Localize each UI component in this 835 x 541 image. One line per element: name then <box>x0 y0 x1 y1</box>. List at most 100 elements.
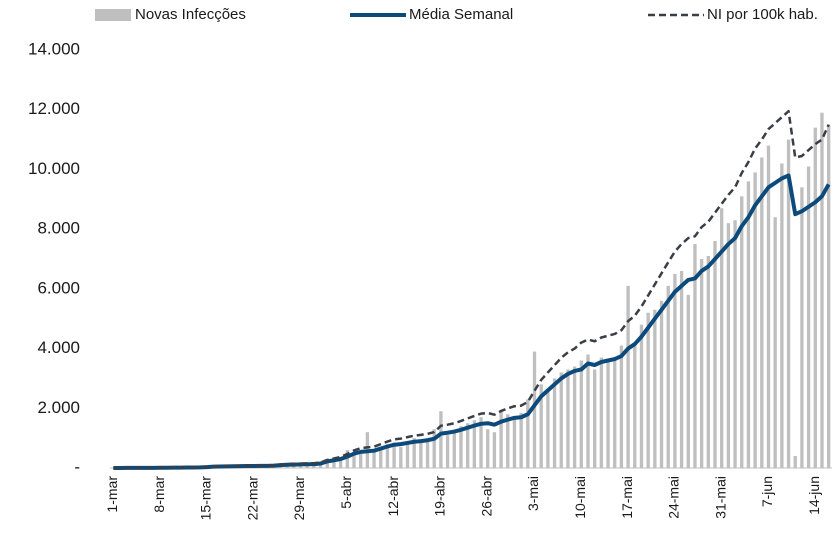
bar <box>786 139 791 469</box>
bar <box>345 450 349 468</box>
y-tick-label: 14.000 <box>28 39 80 58</box>
bar <box>419 439 423 468</box>
bar <box>539 384 543 468</box>
bar <box>713 241 717 468</box>
bar <box>412 438 416 468</box>
x-tick-label: 29-mar <box>291 476 307 521</box>
bar <box>593 369 597 468</box>
x-tick-label: 26-abr <box>478 476 494 517</box>
line <box>113 173 831 470</box>
x-tick-label: 15-mar <box>198 476 214 521</box>
bar <box>499 411 503 468</box>
bar <box>526 399 530 468</box>
bar <box>552 378 557 468</box>
bar <box>572 366 577 468</box>
bar <box>332 459 336 468</box>
x-tick-label: 7-jun <box>759 476 775 507</box>
bar <box>405 441 410 468</box>
bar <box>492 432 497 468</box>
bar <box>532 351 537 468</box>
x-tick-label: 10-mai <box>572 476 588 519</box>
y-tick-label: 8.000 <box>37 219 80 238</box>
x-tick-label: 3-mai <box>525 476 541 511</box>
x-tick-label: 31-mai <box>712 476 728 519</box>
bar <box>659 300 664 468</box>
bar <box>733 220 737 468</box>
bar <box>546 390 550 468</box>
bar <box>639 324 644 468</box>
bar <box>686 294 690 468</box>
bar <box>452 430 456 468</box>
bar <box>720 208 724 468</box>
x-tick-label: 8-mar <box>151 476 167 513</box>
y-tick-label: 4.000 <box>37 338 80 357</box>
bar <box>359 453 363 468</box>
bar <box>679 270 684 468</box>
bar <box>472 420 477 468</box>
bar <box>606 360 610 468</box>
bar <box>699 259 704 468</box>
bar <box>338 458 343 468</box>
bar <box>726 223 731 468</box>
bar <box>773 217 777 468</box>
bar <box>566 369 570 468</box>
bar <box>740 196 744 469</box>
bar <box>385 444 390 468</box>
bar <box>399 447 403 468</box>
bar <box>619 345 624 468</box>
x-tick-label: 19-abr <box>432 476 448 517</box>
bar <box>626 285 630 468</box>
bar <box>512 417 517 468</box>
bar <box>693 244 697 468</box>
bar <box>425 438 430 468</box>
bar <box>766 145 771 469</box>
x-tick-label: 1-mar <box>104 476 120 513</box>
bar <box>826 124 831 469</box>
x-tick-label: 17-mai <box>619 476 635 519</box>
y-tick-label: - <box>74 457 80 476</box>
bar <box>352 451 356 468</box>
bar <box>780 163 784 468</box>
dashed-line <box>113 109 830 470</box>
bar <box>613 357 617 468</box>
bar <box>559 372 563 468</box>
x-tick-label: 24-mai <box>666 476 682 519</box>
bar <box>646 312 650 468</box>
bar <box>432 429 436 468</box>
legend-label: Novas Infecções <box>135 6 246 23</box>
y-tick-label: 10.000 <box>28 159 80 178</box>
bar <box>820 112 824 468</box>
bar <box>760 157 764 468</box>
bar <box>753 172 757 468</box>
bar <box>673 273 677 468</box>
bar <box>633 342 637 468</box>
x-tick-label: 5-abr <box>338 476 354 509</box>
bar <box>439 411 443 468</box>
bar <box>599 357 604 468</box>
bar <box>666 285 670 468</box>
bar <box>813 127 817 468</box>
x-tick-label: 12-abr <box>385 476 401 517</box>
bar <box>459 426 463 468</box>
bar <box>806 166 811 468</box>
legend-swatch <box>95 9 131 21</box>
bar <box>506 414 510 468</box>
bar <box>445 435 450 468</box>
bar <box>586 354 590 468</box>
bar <box>579 360 583 468</box>
bar <box>392 442 396 468</box>
bar <box>479 417 483 468</box>
bar <box>653 309 657 468</box>
bar <box>800 187 804 469</box>
legend-label: NI por 100k hab. <box>707 6 818 23</box>
x-tick-label: 14-jun <box>806 476 822 515</box>
y-tick-label: 12.000 <box>28 99 80 118</box>
bar <box>793 456 797 468</box>
x-tick-label: 22-mar <box>244 476 260 521</box>
bar <box>519 412 523 468</box>
bar <box>465 423 470 468</box>
bar <box>372 450 376 468</box>
y-tick-label: 6.000 <box>37 278 80 297</box>
bar <box>486 429 490 468</box>
